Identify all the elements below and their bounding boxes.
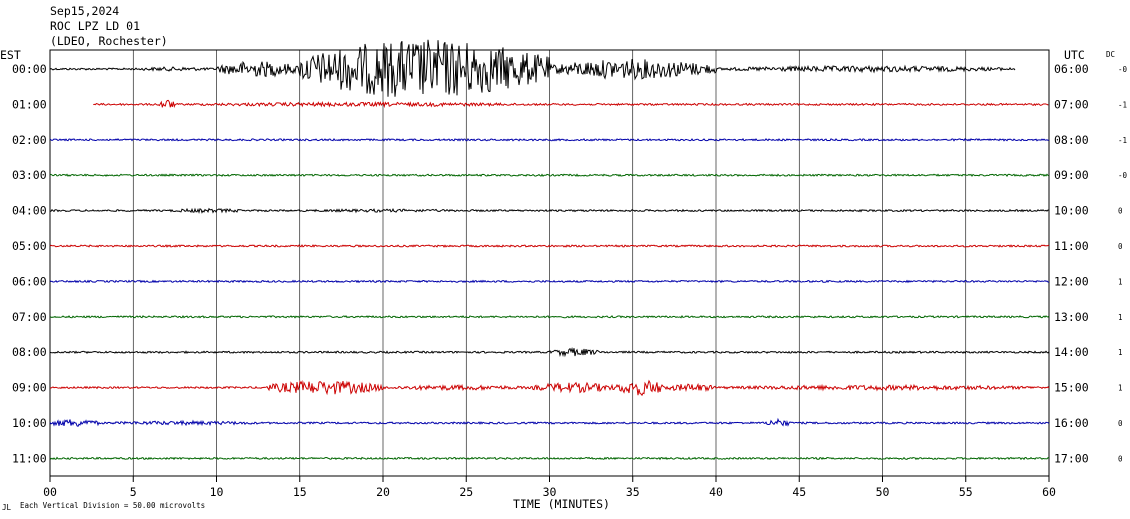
dc-value: -1 — [1118, 136, 1127, 145]
footer-marker: JL — [2, 503, 12, 512]
dc-value: 1 — [1118, 313, 1123, 322]
dc-value: -1 — [1118, 100, 1127, 109]
x-tick-label: 30 — [543, 485, 557, 499]
utc-label: 15:00 — [1054, 381, 1089, 395]
x-axis-label: TIME (MINUTES) — [513, 497, 610, 511]
dc-label: DC — [1106, 50, 1115, 59]
x-tick-label: 10 — [210, 485, 224, 499]
dc-value: 0 — [1118, 454, 1123, 463]
trace-line — [49, 379, 1050, 397]
est-label: 04:00 — [12, 204, 47, 218]
x-tick-label: 55 — [959, 485, 973, 499]
trace-line — [49, 417, 1050, 427]
utc-label: 10:00 — [1054, 204, 1089, 218]
est-label: 09:00 — [12, 381, 47, 395]
trace-line — [49, 137, 1050, 142]
trace-line — [50, 207, 1050, 214]
est-label: 11:00 — [12, 451, 47, 465]
x-tick-label: 50 — [876, 485, 890, 499]
seismic-traces — [49, 39, 1050, 461]
est-label: 03:00 — [12, 168, 47, 182]
trace-line — [49, 39, 1016, 97]
utc-label: 14:00 — [1054, 345, 1089, 359]
utc-label: 09:00 — [1054, 168, 1089, 182]
header-network: (LDEO, Rochester) — [50, 34, 168, 48]
trace-line — [49, 173, 1050, 178]
trace-line — [93, 99, 1049, 109]
header-station: ROC LPZ LD 01 — [50, 19, 140, 33]
x-axis-ticks: 00 5 10 15 20 25 30 35 40 45 50 55 60 — [43, 476, 1056, 499]
utc-label: 13:00 — [1054, 310, 1089, 324]
left-axis-label: EST — [0, 48, 21, 62]
utc-label: 06:00 — [1054, 62, 1089, 76]
est-label: 07:00 — [12, 310, 47, 324]
grid-lines — [132, 50, 967, 476]
dc-value: -0 — [1118, 171, 1128, 180]
x-tick-label: 60 — [1042, 485, 1056, 499]
est-label: 10:00 — [12, 416, 47, 430]
utc-label: 12:00 — [1054, 274, 1089, 288]
dc-value: -0 — [1118, 65, 1128, 74]
trace-line — [49, 456, 1050, 461]
x-tick-label: 5 — [130, 485, 137, 499]
x-tick-label: 45 — [792, 485, 806, 499]
dc-value: 1 — [1118, 384, 1123, 393]
est-label: 05:00 — [12, 239, 47, 253]
dc-value: 0 — [1118, 207, 1123, 216]
x-tick-label: 00 — [43, 485, 57, 499]
est-label: 08:00 — [12, 345, 47, 359]
est-label: 02:00 — [12, 133, 47, 147]
x-tick-label: 20 — [376, 485, 390, 499]
right-axis-label: UTC — [1064, 48, 1085, 62]
header-date: Sep15,2024 — [50, 4, 119, 18]
trace-line — [49, 346, 1050, 358]
est-label: 01:00 — [12, 97, 47, 111]
utc-label: 17:00 — [1054, 451, 1089, 465]
est-label: 00:00 — [12, 62, 47, 76]
utc-label: 07:00 — [1054, 97, 1089, 111]
row-labels: 00:00 06:00 -0 01:00 07:00 -1 02:00 08:00 -1 03:0… — [12, 62, 1128, 465]
dc-value: 1 — [1118, 277, 1123, 286]
x-tick-label: 25 — [459, 485, 473, 499]
dc-value: 0 — [1118, 419, 1123, 428]
dc-value: 1 — [1118, 348, 1123, 357]
utc-label: 16:00 — [1054, 416, 1089, 430]
x-tick-label: 35 — [626, 485, 640, 499]
scale-note: Each Vertical Division = 50.00 microvolt… — [20, 501, 205, 510]
utc-label: 11:00 — [1054, 239, 1089, 253]
trace-line — [49, 244, 1050, 248]
x-tick-label: 40 — [709, 485, 723, 499]
trace-line — [49, 314, 1050, 319]
trace-line — [49, 279, 1050, 284]
x-tick-label: 15 — [293, 485, 307, 499]
dc-value: 0 — [1118, 242, 1123, 251]
est-label: 06:00 — [12, 274, 47, 288]
utc-label: 08:00 — [1054, 133, 1089, 147]
